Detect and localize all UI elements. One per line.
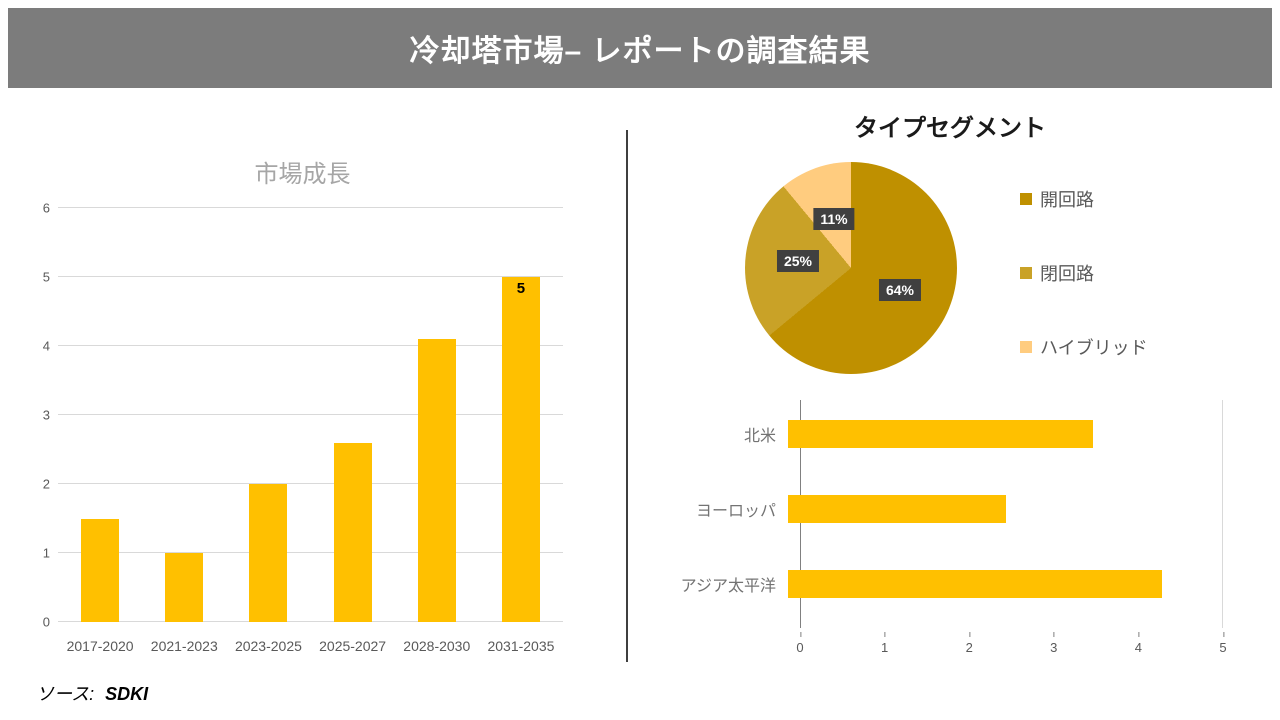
market-growth-chart: 市場成長 0 1 2 3 4 5 6 5 2017-2020 2021-2023 2023-202… [30, 146, 575, 662]
x-axis-tick-label: 1 [880, 632, 889, 655]
bar-column [395, 208, 479, 622]
hbar [788, 494, 1006, 523]
y-axis-tick-label: 3 [42, 407, 50, 423]
bar-column [142, 208, 226, 622]
hbar-category-label: アジア太平洋 [680, 578, 776, 596]
hbar-category-label: ヨーロッパ [695, 502, 776, 520]
regional-bar-chart: 北米ヨーロッパアジア太平洋 0 1 2 3 4 5 [650, 396, 1250, 662]
hbar-rows: 北米ヨーロッパアジア太平洋 [650, 396, 1250, 622]
type-segment-title: タイプセグメント [854, 115, 1046, 142]
market-growth-plot: 0 1 2 3 4 5 6 5 [43, 201, 563, 630]
bar [165, 553, 204, 622]
bar-column [58, 208, 142, 622]
gridline [58, 552, 563, 554]
pie-percent-label: 64% [878, 279, 922, 301]
legend-swatch-icon [1020, 193, 1032, 205]
x-axis-label: 2023-2025 [234, 638, 302, 654]
market-growth-xlabels: 2017-2020 2021-2023 2023-2025 2025-2027 2028… [58, 638, 563, 654]
x-axis-label: 2021-2023 [150, 638, 218, 654]
x-axis-tick-label: 2 [965, 632, 973, 655]
pie-percent-label: 11% [813, 208, 855, 230]
vertical-divider [626, 130, 628, 662]
x-axis-label: 2017-2020 [66, 638, 134, 654]
hbar-row: ヨーロッパ [650, 471, 1250, 546]
bar-column: 5 [479, 208, 563, 622]
bar [333, 442, 372, 622]
hbar [788, 419, 1093, 448]
legend-label: ハイブリッド [1040, 338, 1148, 358]
gridline [58, 207, 563, 208]
gridline [58, 414, 563, 415]
source-value: SDKI [105, 684, 149, 704]
y-axis-tick-label: 5 [42, 269, 50, 285]
legend-item: 開回路 [1020, 188, 1148, 210]
gridline [58, 345, 563, 347]
y-axis-tick-label: 4 [42, 338, 50, 354]
x-axis-label: 2031-2035 [487, 638, 555, 654]
bar [81, 518, 120, 622]
market-growth-title: 市場成長 [254, 161, 351, 188]
pie-wrap: 64% 25% 11% [745, 162, 957, 374]
bar [249, 484, 288, 622]
legend-swatch-icon [1020, 267, 1032, 279]
pie-percent-label: 25% [776, 250, 820, 272]
y-axis-tick-label: 2 [42, 476, 50, 492]
page-title: 冷却塔市場– レポートの調査結果 [409, 35, 871, 68]
hbar-track [788, 419, 1223, 448]
x-axis-tick-label: 5 [1219, 632, 1227, 655]
legend-label: 閉回路 [1040, 264, 1094, 284]
x-axis-tick-label: 0 [796, 632, 804, 655]
bar-column [226, 208, 310, 622]
y-axis-tick-label: 6 [42, 200, 50, 216]
x-axis-label: 2028-2030 [403, 638, 471, 654]
hbar-row: アジア太平洋 [650, 547, 1250, 622]
x-axis-tick-label: 3 [1050, 632, 1058, 655]
bar-column [311, 208, 395, 622]
y-axis-tick-label: 0 [42, 614, 50, 630]
x-axis-label: 2025-2027 [319, 638, 387, 654]
gridline [58, 621, 563, 622]
legend-swatch-icon [1020, 341, 1032, 353]
hbar [788, 570, 1163, 599]
legend-item: 閉回路 [1020, 262, 1148, 284]
title-banner: 冷却塔市場– レポートの調査結果 [8, 8, 1272, 88]
bar: 5 [501, 277, 540, 622]
bar [417, 339, 456, 622]
legend-item: ハイブリッド [1020, 336, 1148, 358]
legend-label: 開回路 [1040, 190, 1094, 210]
bar-data-label: 5 [516, 280, 526, 297]
hbar-row: 北米 [650, 396, 1250, 471]
y-axis-tick-label: 1 [42, 545, 50, 561]
pie-labels: 64% 25% 11% [745, 162, 957, 374]
hbar-xaxis: 0 1 2 3 4 5 [796, 632, 1227, 655]
type-segment-chart: タイプセグメント 64% 25% 11% 開回路閉回路ハイブリッド [650, 100, 1250, 396]
hbar-right-border [1222, 400, 1223, 628]
source-note: ソース: SDKI [36, 680, 148, 706]
source-label: ソース: [36, 684, 95, 704]
hbar-track [788, 494, 1223, 523]
gridline [58, 276, 563, 277]
pie-legend: 開回路閉回路ハイブリッド [1020, 188, 1148, 358]
x-axis-tick-label: 4 [1134, 632, 1143, 655]
bars-row: 5 [58, 208, 563, 622]
hbar-track [788, 570, 1223, 599]
hbar-category-label: 北米 [743, 427, 776, 445]
gridline [58, 483, 563, 485]
